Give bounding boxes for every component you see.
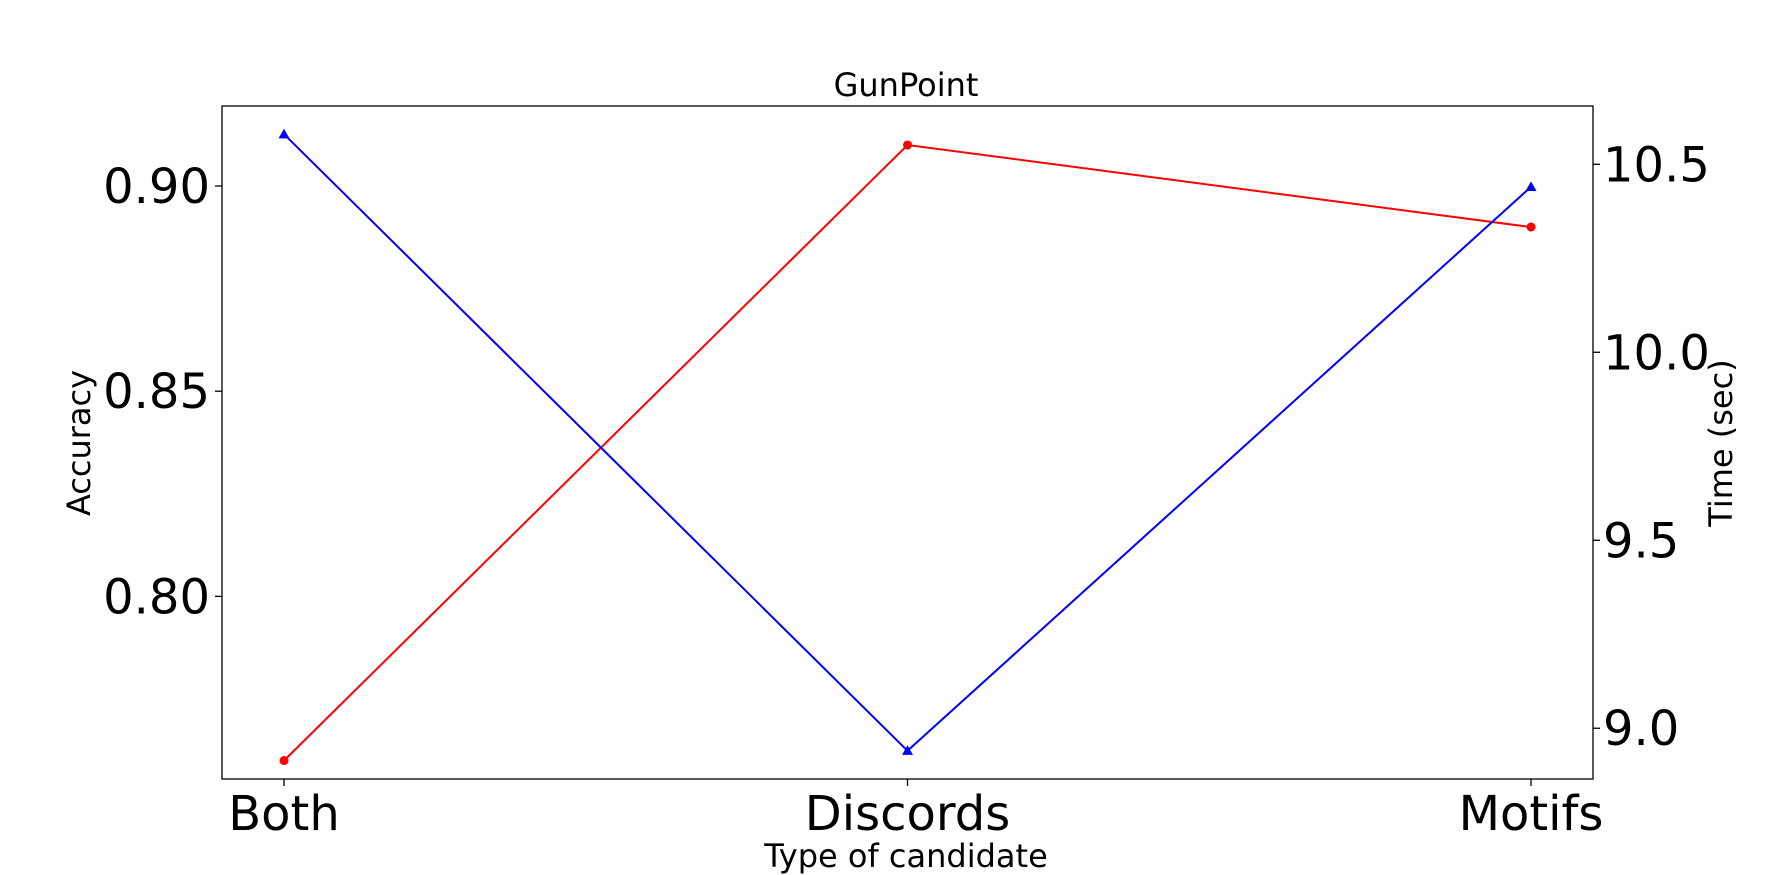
series-2-point bbox=[902, 745, 913, 755]
series-1-point bbox=[1526, 222, 1536, 232]
y-left-tick-label: 0.80 bbox=[103, 569, 210, 625]
chart-title: GunPoint bbox=[834, 66, 979, 104]
x-tick-label: Motifs bbox=[1459, 786, 1604, 842]
ticks-layer: Both Discords Motifs 0.80 0.85 0.90 9.0 9.5 10.0… bbox=[103, 137, 1710, 842]
series-2-line bbox=[283, 133, 1532, 753]
plot-frame bbox=[221, 105, 1594, 780]
x-tick-label: Discords bbox=[805, 786, 1010, 842]
series-1-point bbox=[279, 756, 289, 766]
series-1-line bbox=[283, 143, 1532, 762]
y-right-tick-label: 9.5 bbox=[1603, 513, 1679, 569]
series-layer bbox=[278, 128, 1537, 766]
series-1-point bbox=[903, 140, 912, 150]
y-left-tick-label: 0.85 bbox=[103, 364, 210, 420]
series-2-point bbox=[278, 128, 290, 139]
x-tick-label: Both bbox=[228, 786, 340, 842]
x-axis-label: Type of candidate bbox=[763, 837, 1048, 875]
y-left-tick-label: 0.90 bbox=[103, 159, 210, 215]
series-2-point bbox=[1525, 181, 1537, 191]
y-right-tick-label: 10.5 bbox=[1603, 137, 1710, 193]
y-axis-right-label: Time (sec) bbox=[1702, 359, 1740, 527]
y-right-tick-label: 9.0 bbox=[1603, 701, 1679, 757]
y-axis-left-label: Accuracy bbox=[60, 370, 98, 516]
y-right-tick-label: 10.0 bbox=[1603, 325, 1710, 381]
